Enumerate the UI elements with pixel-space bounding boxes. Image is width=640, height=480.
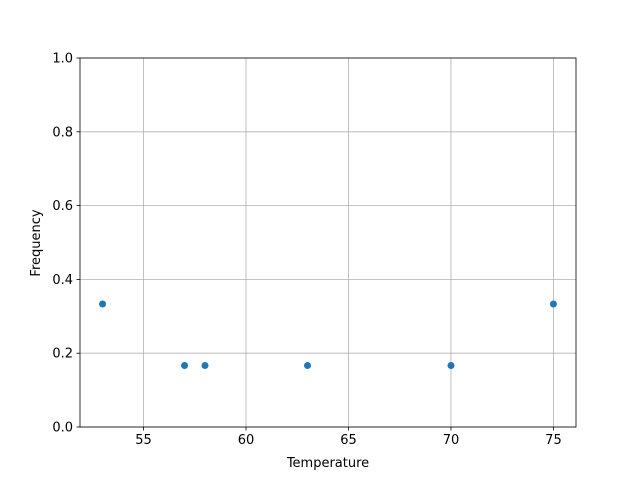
x-tick-label: 70	[443, 433, 460, 448]
x-tick-label: 75	[545, 433, 562, 448]
y-tick-label: 1.0	[52, 52, 73, 67]
scatter-point	[304, 361, 312, 369]
scatter-point	[181, 361, 189, 369]
y-tick-label: 0.8	[52, 125, 73, 140]
x-tick-label: 60	[238, 433, 255, 448]
scatter-point	[201, 361, 209, 369]
y-tick-label: 0.6	[52, 199, 73, 214]
scatter-point	[99, 300, 107, 308]
ticks: 55 60 65 70 75 0.0 0.2 0.4 0.6 0.8 1.0	[52, 52, 561, 449]
y-tick-label: 0.2	[52, 347, 73, 362]
x-axis-label: Temperature	[286, 456, 369, 471]
y-tick-label: 0.4	[52, 273, 73, 288]
grid-lines	[80, 57, 576, 428]
x-tick-label: 65	[340, 433, 357, 448]
x-tick-label: 55	[135, 433, 152, 448]
scatter-point	[447, 361, 455, 369]
y-axis-label: Frequency	[29, 209, 44, 276]
axes-frame	[79, 57, 577, 428]
data-points	[99, 300, 557, 369]
y-tick-label: 0.0	[52, 421, 73, 436]
scatter-point	[549, 300, 557, 308]
